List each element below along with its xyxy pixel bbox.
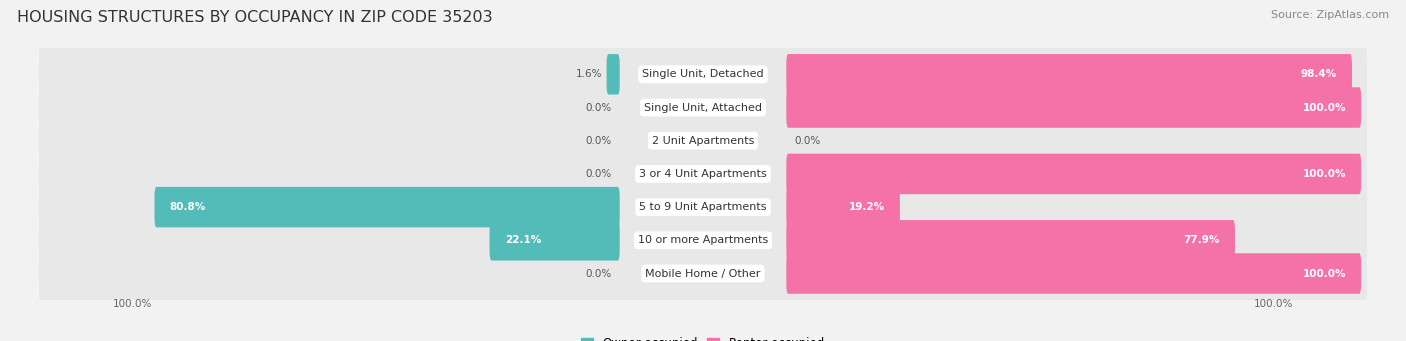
Text: 2 Unit Apartments: 2 Unit Apartments	[652, 136, 754, 146]
Text: 0.0%: 0.0%	[794, 136, 821, 146]
FancyBboxPatch shape	[786, 187, 900, 227]
Text: 0.0%: 0.0%	[585, 169, 612, 179]
Text: Single Unit, Detached: Single Unit, Detached	[643, 69, 763, 79]
FancyBboxPatch shape	[786, 220, 1234, 261]
Text: 100.0%: 100.0%	[1302, 169, 1346, 179]
FancyBboxPatch shape	[39, 22, 1367, 127]
FancyBboxPatch shape	[786, 87, 1361, 128]
FancyBboxPatch shape	[786, 253, 1361, 294]
FancyBboxPatch shape	[39, 89, 1367, 193]
Text: 80.8%: 80.8%	[170, 202, 205, 212]
Text: 100.0%: 100.0%	[1302, 268, 1346, 279]
Text: 3 or 4 Unit Apartments: 3 or 4 Unit Apartments	[640, 169, 766, 179]
FancyBboxPatch shape	[489, 220, 620, 261]
Text: 100.0%: 100.0%	[1302, 103, 1346, 113]
Text: 19.2%: 19.2%	[849, 202, 884, 212]
FancyBboxPatch shape	[606, 54, 620, 94]
Legend: Owner-occupied, Renter-occupied: Owner-occupied, Renter-occupied	[581, 337, 825, 341]
FancyBboxPatch shape	[39, 188, 1367, 293]
Text: HOUSING STRUCTURES BY OCCUPANCY IN ZIP CODE 35203: HOUSING STRUCTURES BY OCCUPANCY IN ZIP C…	[17, 10, 492, 25]
FancyBboxPatch shape	[786, 54, 1353, 94]
Text: 5 to 9 Unit Apartments: 5 to 9 Unit Apartments	[640, 202, 766, 212]
Text: 77.9%: 77.9%	[1184, 235, 1220, 245]
Text: 22.1%: 22.1%	[505, 235, 541, 245]
FancyBboxPatch shape	[39, 155, 1367, 259]
Text: 100.0%: 100.0%	[112, 299, 152, 309]
Text: 10 or more Apartments: 10 or more Apartments	[638, 235, 768, 245]
FancyBboxPatch shape	[39, 55, 1367, 160]
FancyBboxPatch shape	[39, 221, 1367, 326]
Text: 98.4%: 98.4%	[1301, 69, 1337, 79]
FancyBboxPatch shape	[786, 154, 1361, 194]
Text: Single Unit, Attached: Single Unit, Attached	[644, 103, 762, 113]
Text: Mobile Home / Other: Mobile Home / Other	[645, 268, 761, 279]
FancyBboxPatch shape	[155, 187, 620, 227]
Text: 0.0%: 0.0%	[585, 103, 612, 113]
Text: 0.0%: 0.0%	[585, 136, 612, 146]
Text: 0.0%: 0.0%	[585, 268, 612, 279]
Text: Source: ZipAtlas.com: Source: ZipAtlas.com	[1271, 10, 1389, 20]
Text: 1.6%: 1.6%	[575, 69, 602, 79]
FancyBboxPatch shape	[39, 122, 1367, 226]
Text: 100.0%: 100.0%	[1254, 299, 1294, 309]
